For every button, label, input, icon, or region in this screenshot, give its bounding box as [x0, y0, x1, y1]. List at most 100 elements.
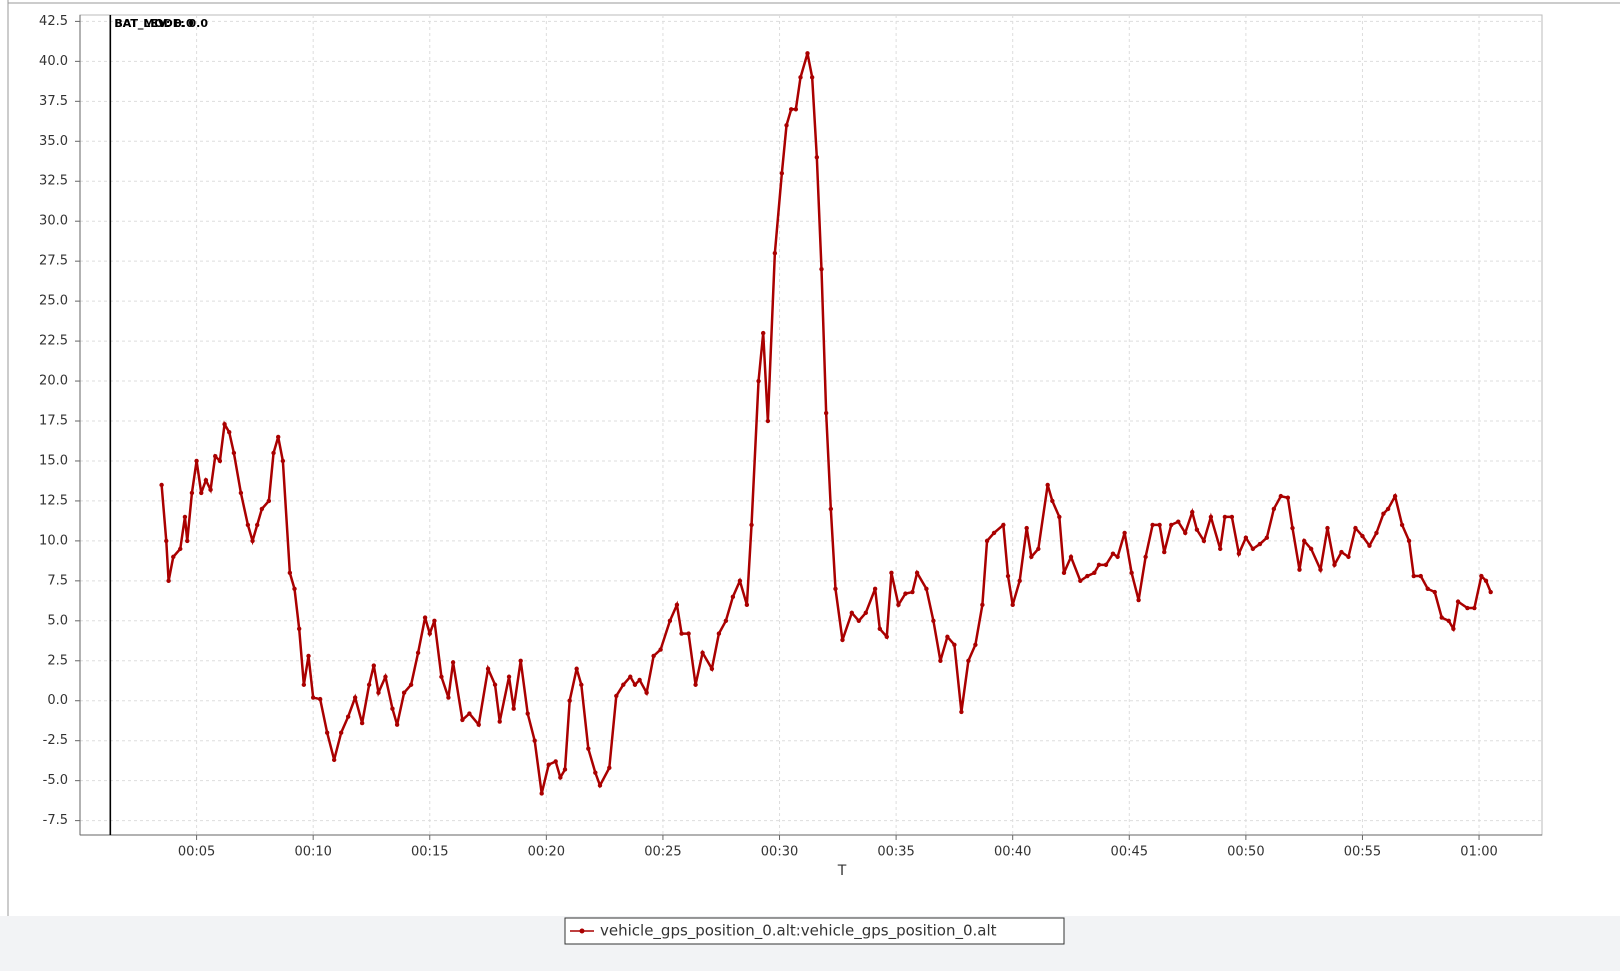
- y-tick-label: -5.0: [43, 773, 68, 788]
- data-point: [621, 682, 626, 687]
- data-point: [217, 458, 223, 464]
- data-point: [632, 682, 638, 687]
- marker-label: BAT_MODE: 0.0: [114, 17, 208, 30]
- data-point: [255, 522, 260, 528]
- data-point: [674, 602, 680, 608]
- data-point: [1229, 514, 1235, 520]
- data-point: [1236, 551, 1242, 556]
- data-point: [856, 618, 862, 624]
- data-point: [208, 487, 213, 492]
- data-point: [345, 714, 351, 719]
- data-point: [558, 775, 563, 780]
- data-point: [562, 767, 568, 772]
- data-point: [1406, 538, 1412, 544]
- data-point: [518, 658, 523, 663]
- data-point: [485, 666, 491, 671]
- data-point: [376, 690, 381, 695]
- data-point: [931, 618, 936, 624]
- y-tick-label: 12.5: [39, 493, 68, 508]
- data-point: [1271, 506, 1277, 512]
- data-point: [371, 663, 376, 668]
- data-point: [553, 759, 558, 764]
- x-tick-label: 00:10: [294, 845, 331, 860]
- data-point: [1318, 567, 1323, 572]
- data-point: [213, 453, 218, 459]
- data-point: [1451, 626, 1456, 632]
- y-tick-label: 17.5: [39, 414, 68, 429]
- data-point: [401, 690, 407, 695]
- data-point: [709, 666, 715, 671]
- data-point: [793, 107, 799, 112]
- data-point: [1150, 522, 1155, 528]
- data-point: [567, 698, 572, 703]
- data-point: [1085, 573, 1090, 579]
- data-point: [511, 706, 516, 711]
- data-point: [1308, 546, 1314, 552]
- data-point: [1208, 514, 1214, 520]
- data-point: [1017, 578, 1022, 584]
- data-point: [182, 514, 188, 520]
- data-point: [938, 658, 943, 663]
- data-point: [266, 498, 272, 504]
- data-point: [189, 490, 195, 496]
- data-point: [525, 711, 530, 716]
- y-tick-label: 42.5: [39, 14, 68, 29]
- data-point: [914, 570, 920, 576]
- data-point: [222, 422, 227, 427]
- data-point: [1068, 554, 1074, 560]
- legend-swatch: [579, 928, 585, 934]
- data-point: [973, 642, 978, 647]
- data-point: [744, 602, 750, 608]
- data-point: [390, 706, 395, 711]
- data-point: [178, 546, 183, 552]
- data-point: [166, 578, 171, 584]
- y-tick-label: 10.0: [39, 533, 68, 548]
- data-point: [296, 626, 302, 632]
- data-point: [1218, 546, 1223, 552]
- x-tick-label: 00:25: [644, 845, 681, 860]
- data-point: [1222, 514, 1228, 520]
- data-point: [1465, 605, 1470, 611]
- data-point: [945, 634, 950, 639]
- data-point: [896, 602, 901, 608]
- data-point: [765, 418, 771, 424]
- x-tick-label: 00:50: [1227, 845, 1264, 860]
- x-tick-label: 00:45: [1111, 845, 1148, 860]
- x-tick-label: 01:00: [1460, 845, 1497, 860]
- data-point: [539, 791, 544, 796]
- data-point: [1392, 493, 1398, 499]
- data-point: [667, 618, 673, 624]
- data-point: [805, 51, 810, 56]
- y-tick-label: -2.5: [43, 733, 68, 748]
- data-point: [798, 75, 803, 80]
- data-point: [1243, 535, 1249, 540]
- legend-box: [564, 917, 1065, 945]
- data-point: [1057, 514, 1062, 520]
- data-point: [497, 719, 502, 724]
- data-point: [1250, 546, 1256, 552]
- data-point: [1050, 498, 1055, 504]
- data-point: [194, 458, 199, 464]
- data-point: [637, 677, 642, 683]
- legend-label: vehicle_gps_position_0.alt:vehicle_gps_p…: [600, 922, 997, 941]
- data-point: [460, 717, 465, 723]
- data-point: [1301, 538, 1307, 544]
- data-point: [1136, 597, 1141, 603]
- data-point: [1183, 530, 1188, 536]
- data-point: [408, 682, 414, 687]
- x-tick-label: 00:35: [877, 845, 914, 860]
- y-tick-label: 7.5: [47, 573, 68, 588]
- data-point: [422, 615, 428, 620]
- data-point: [644, 690, 649, 695]
- legend: vehicle_gps_position_0.alt:vehicle_gps_p…: [564, 917, 1065, 945]
- data-point: [292, 586, 297, 592]
- data-point: [245, 522, 251, 528]
- data-point: [819, 266, 824, 272]
- data-point: [760, 330, 766, 336]
- data-point: [593, 770, 598, 775]
- data-point: [809, 75, 815, 80]
- data-point: [366, 682, 372, 687]
- data-point: [1455, 599, 1461, 604]
- data-point: [532, 738, 537, 743]
- data-point: [324, 730, 330, 735]
